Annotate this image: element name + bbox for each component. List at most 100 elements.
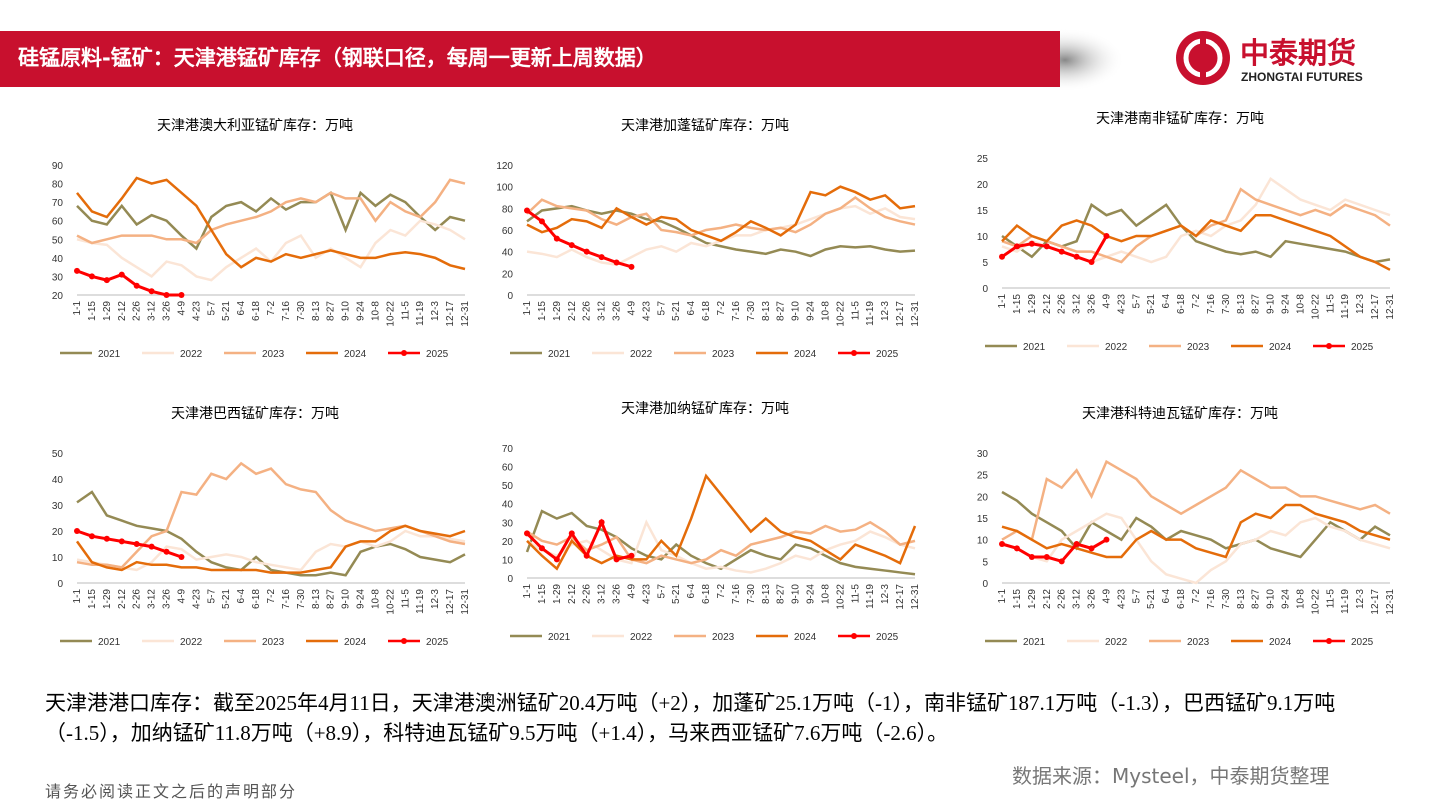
x-tick-label: 2-12 — [117, 301, 128, 321]
legend-label: 2024 — [1269, 637, 1292, 648]
series-line — [75, 524, 466, 574]
y-tick-label: 0 — [982, 579, 988, 590]
x-tick-label: 9-10 — [791, 584, 802, 604]
x-tick-label: 1-15 — [87, 589, 98, 609]
series-line — [525, 518, 632, 562]
chart: 天津港巴西锰矿库存：万吨 0 10 20 30 40 50 1-1 1-15 1-29 2-12 2-… — [52, 406, 471, 648]
y-tick-label: 60 — [502, 463, 514, 474]
series-line — [76, 529, 466, 572]
series-line — [525, 509, 916, 576]
data-point — [1043, 554, 1050, 560]
series-line — [1001, 512, 1391, 585]
x-tick-label: 8-13 — [1236, 294, 1247, 314]
legend-label: 2025 — [426, 349, 449, 360]
series-line — [76, 461, 466, 569]
data-point — [1058, 558, 1065, 565]
x-tick-label: 7-30 — [746, 584, 757, 604]
x-tick-label: 12-3 — [430, 301, 441, 321]
legend-label: 2024 — [1269, 342, 1292, 353]
series-line — [526, 195, 916, 237]
x-tick-label: 1-1 — [997, 589, 1008, 604]
x-tick-label: 12-17 — [445, 301, 456, 327]
x-tick-label: 10-8 — [820, 584, 831, 604]
y-tick-label: 5 — [982, 258, 988, 269]
data-point — [74, 528, 80, 534]
x-tick-label: 12-31 — [460, 589, 471, 615]
y-tick-label: 0 — [507, 291, 513, 302]
x-tick-label: 3-26 — [612, 584, 623, 604]
x-tick-label: 10-22 — [1310, 589, 1321, 615]
legend-swatch — [401, 350, 407, 356]
x-tick-label: 5-21 — [671, 301, 682, 321]
x-tick-label: 1-1 — [997, 294, 1008, 309]
y-tick-label: 90 — [52, 161, 64, 172]
chart: 天津港加纳锰矿库存：万吨 0 10 20 30 40 50 60 70 1-1 1-15 1-29 2-… — [502, 401, 921, 643]
x-tick-label: 7-2 — [266, 301, 277, 316]
data-point — [568, 530, 575, 537]
legend-label: 2023 — [1187, 342, 1210, 353]
x-tick-label: 7-2 — [266, 589, 277, 604]
data-point — [1073, 253, 1080, 260]
legend-label: 2023 — [262, 637, 285, 648]
chart: 天津港澳大利亚锰矿库存：万吨 20 30 40 50 60 70 80 90 1-1 1-15 1-2… — [52, 118, 471, 360]
x-tick-label: 2-26 — [1057, 589, 1068, 609]
x-tick-label: 12-31 — [460, 301, 471, 327]
x-tick-label: 3-12 — [1072, 294, 1083, 314]
legend-label: 2024 — [794, 349, 817, 360]
x-tick-label: 7-16 — [731, 301, 742, 321]
x-tick-label: 6-4 — [236, 589, 247, 604]
y-tick-label: 15 — [977, 514, 989, 525]
x-tick-label: 2-26 — [582, 584, 593, 604]
logo-subtitle: ZHONGTAI FUTURES — [1241, 70, 1363, 84]
source: 数据来源：Mysteel，中泰期货整理 — [1012, 764, 1330, 788]
x-tick-label: 9-24 — [1281, 294, 1292, 314]
x-tick-label: 2-12 — [1042, 294, 1053, 314]
data-point — [1103, 233, 1110, 239]
y-tick-label: 120 — [496, 161, 513, 172]
y-tick-label: 25 — [977, 471, 989, 482]
legend-label: 2023 — [1187, 637, 1210, 648]
series-line — [526, 520, 916, 565]
x-tick-label: 1-1 — [522, 584, 533, 599]
x-tick-label: 11-5 — [850, 584, 861, 604]
x-tick-label: 5-21 — [221, 301, 232, 321]
x-tick-label: 1-15 — [1012, 589, 1023, 609]
x-tick-label: 4-23 — [641, 584, 652, 604]
y-tick-label: 50 — [502, 481, 514, 492]
data-point — [583, 248, 590, 255]
body-text: 天津港港口库存：截至2025年4月11日，天津港澳洲锰矿20.4万吨（+2），加… — [45, 691, 1336, 745]
x-tick-label: 8-27 — [776, 584, 787, 604]
x-tick-label: 12-31 — [1385, 294, 1396, 320]
x-tick-label: 4-9 — [176, 301, 187, 316]
series-line — [76, 219, 466, 282]
x-tick-label: 9-10 — [1266, 589, 1277, 609]
x-tick-label: 4-9 — [1101, 589, 1112, 604]
x-tick-label: 6-18 — [251, 301, 262, 321]
y-tick-label: 10 — [52, 553, 64, 564]
x-tick-label: 7-30 — [746, 301, 757, 321]
x-tick-label: 4-23 — [1116, 294, 1127, 314]
x-tick-label: 2-26 — [582, 301, 593, 321]
x-tick-label: 3-12 — [147, 301, 158, 321]
series-line — [76, 176, 466, 271]
x-tick-label: 12-31 — [910, 301, 921, 327]
x-tick-label: 9-10 — [341, 301, 352, 321]
y-tick-label: 20 — [502, 537, 514, 548]
y-tick-label: 5 — [982, 557, 988, 568]
data-point — [598, 519, 605, 526]
x-tick-label: 3-12 — [147, 589, 158, 609]
series-line — [76, 178, 466, 245]
x-tick-label: 6-4 — [236, 301, 247, 316]
x-tick-label: 9-24 — [806, 584, 817, 604]
data-point — [133, 282, 140, 289]
y-tick-label: 100 — [496, 183, 513, 194]
x-tick-label: 11-19 — [415, 589, 426, 614]
y-tick-label: 80 — [502, 204, 514, 215]
x-tick-label: 2-26 — [1057, 294, 1068, 314]
x-tick-label: 6-18 — [1176, 589, 1187, 609]
x-tick-label: 2-26 — [132, 301, 143, 321]
data-point — [999, 253, 1005, 260]
data-point — [88, 273, 95, 280]
x-tick-label: 8-27 — [326, 589, 337, 609]
y-tick-label: 0 — [982, 284, 988, 295]
